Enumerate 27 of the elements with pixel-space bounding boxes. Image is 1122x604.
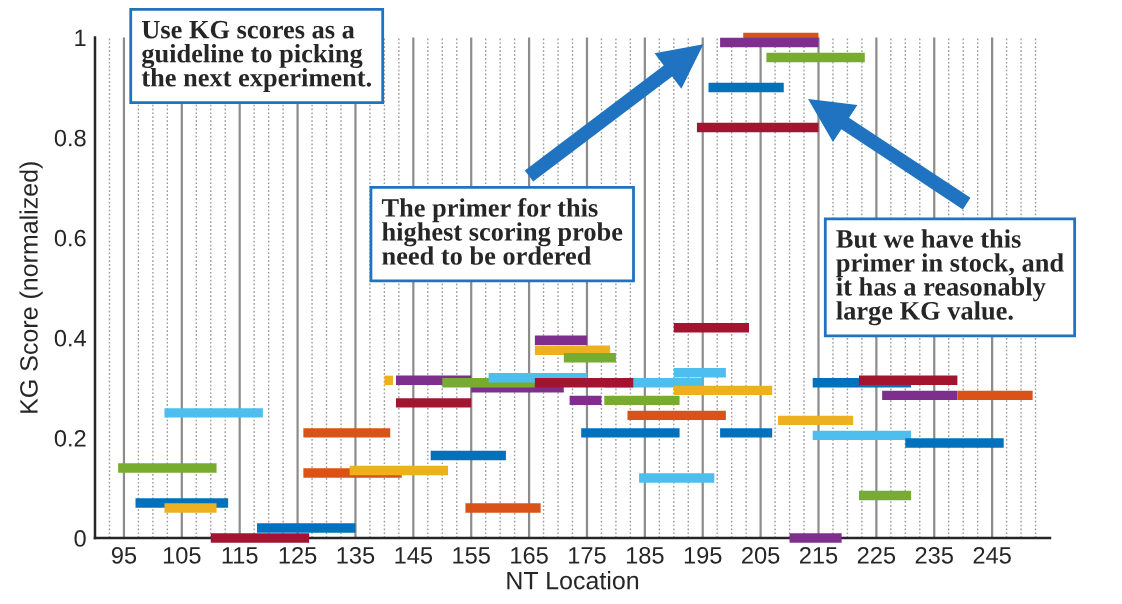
x-tick-label: 155 [453, 547, 490, 564]
annotation: The primer for this highest scoring probe need to be ordered [381, 197, 623, 265]
x-tick-label: 135 [337, 546, 375, 564]
x-tick-label: 125 [279, 546, 317, 564]
x-tick-label: 165 [511, 546, 548, 564]
y-tick-label: 0.4 [54, 329, 86, 347]
x-tick-label: 205 [742, 546, 780, 564]
y-axis-title: KG Score (normalized) [19, 162, 43, 413]
x-tick-label: 115 [222, 547, 258, 564]
annotation: But we have this primer in stock, and it has a reasonably large KG value. [836, 229, 1064, 326]
x-axis-title: NT Location [507, 571, 639, 590]
y-tick-label: 1 [75, 29, 86, 47]
x-tick-label: 105 [163, 546, 201, 564]
x-tick-label: 145 [395, 547, 433, 564]
x-tick-label: 185 [626, 546, 664, 564]
y-tick-label: 0.6 [54, 229, 86, 247]
x-tick-label: 215 [799, 546, 838, 564]
x-tick-label: 245 [973, 546, 1011, 564]
y-tick-label: 0 [74, 530, 86, 547]
y-tick-label: 0.2 [54, 429, 86, 447]
x-tick-label: 225 [857, 546, 896, 564]
x-tick-label: 235 [915, 546, 953, 564]
x-tick-label: 175 [569, 547, 606, 564]
annotation: Use KG scores as a guideline to picking the next experiment. [141, 20, 371, 92]
x-tick-label: 95 [111, 546, 137, 564]
x-tick-label: 195 [684, 546, 722, 564]
y-tick-label: 0.8 [54, 129, 86, 147]
